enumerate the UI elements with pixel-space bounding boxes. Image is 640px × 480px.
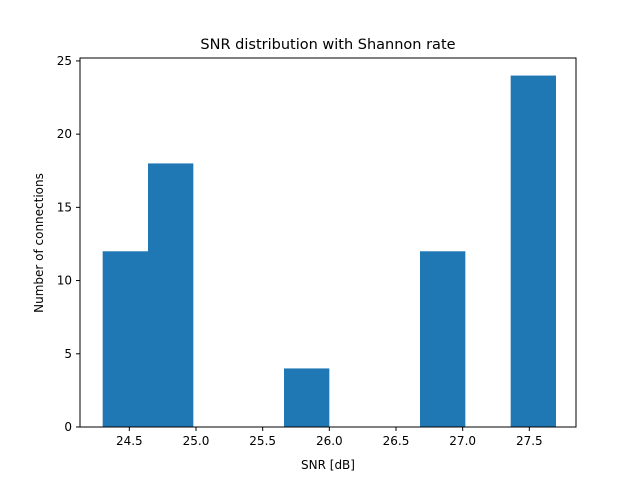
x-tick-label: 27.5 (516, 434, 543, 448)
x-tick-label: 27.0 (449, 434, 476, 448)
x-tick-label: 26.5 (383, 434, 410, 448)
histogram-bar-0 (102, 251, 148, 427)
y-tick-label: 0 (64, 420, 72, 434)
x-tick-label: 24.5 (116, 434, 143, 448)
x-tick-label: 25.0 (183, 434, 210, 448)
plot-frame (79, 57, 577, 428)
x-axis-ticks: 24.5 25.0 25.5 26.0 26.5 27.0 27.5 (116, 427, 543, 448)
x-tick-label: 26.0 (316, 434, 343, 448)
y-axis-ticks: 0 5 10 15 20 25 (57, 54, 80, 434)
bars-group (102, 75, 556, 428)
y-axis-label: Number of connections (32, 173, 46, 313)
y-tick-label: 20 (57, 127, 72, 141)
y-tick-label: 25 (57, 54, 72, 68)
y-tick-label: 5 (64, 347, 72, 361)
chart-title: SNR distribution with Shannon rate (200, 37, 455, 53)
histogram-bar-4 (284, 368, 330, 427)
x-axis-label: SNR [dB] (301, 458, 355, 472)
histogram-bar-7 (420, 251, 466, 427)
y-tick-label: 15 (57, 200, 72, 214)
x-tick-label: 25.5 (249, 434, 276, 448)
y-tick-label: 10 (57, 274, 72, 288)
histogram-bar-1 (148, 163, 194, 427)
histogram-bar-9 (510, 75, 556, 428)
